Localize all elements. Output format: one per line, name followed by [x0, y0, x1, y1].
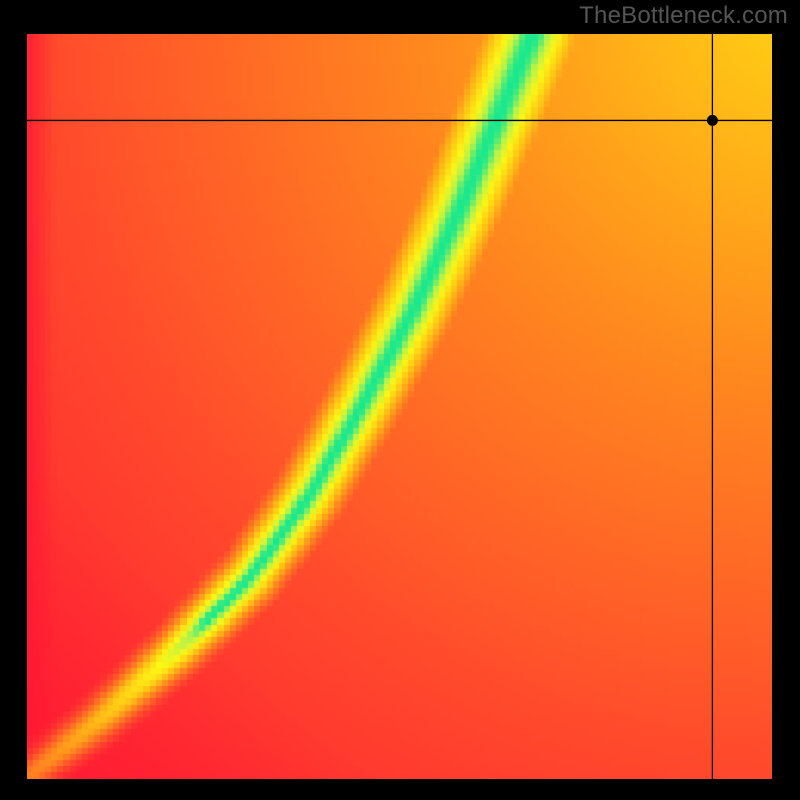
heatmap-canvas [27, 34, 772, 779]
attribution-label: TheBottleneck.com [579, 2, 788, 30]
